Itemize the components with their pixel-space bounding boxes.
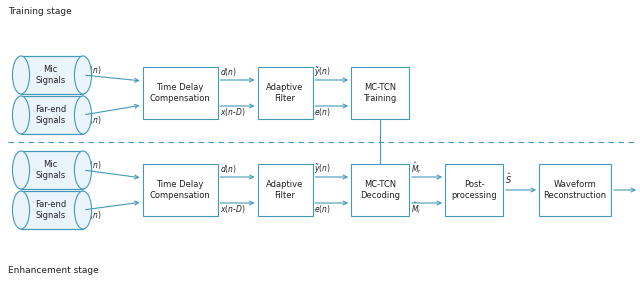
Text: $\tilde{y}(n)$: $\tilde{y}(n)$ bbox=[314, 65, 332, 79]
Text: Mic
Signals: Mic Signals bbox=[35, 160, 65, 180]
Ellipse shape bbox=[12, 191, 29, 229]
Text: $x(n)$: $x(n)$ bbox=[85, 209, 102, 221]
Text: Enhancement stage: Enhancement stage bbox=[8, 266, 99, 275]
Text: $d(n)$: $d(n)$ bbox=[85, 159, 102, 171]
Text: $d(n)$: $d(n)$ bbox=[220, 163, 237, 175]
Bar bbox=[21, 191, 83, 229]
Bar bbox=[539, 164, 611, 216]
Text: $\hat{S}$: $\hat{S}$ bbox=[505, 172, 512, 186]
Text: $x(n$-$D)$: $x(n$-$D)$ bbox=[220, 203, 245, 215]
Text: $x(n)$: $x(n)$ bbox=[85, 114, 102, 126]
Bar bbox=[143, 67, 218, 119]
Ellipse shape bbox=[12, 56, 29, 94]
Text: MC-TCN
Training: MC-TCN Training bbox=[364, 83, 397, 103]
Text: $x(n$-$D)$: $x(n$-$D)$ bbox=[220, 106, 245, 118]
Text: Far-end
Signals: Far-end Signals bbox=[35, 200, 66, 220]
Bar bbox=[143, 164, 218, 216]
Bar bbox=[445, 164, 503, 216]
Text: Mic
Signals: Mic Signals bbox=[35, 65, 65, 85]
Text: $\hat{M}_i$: $\hat{M}_i$ bbox=[411, 200, 421, 215]
Ellipse shape bbox=[74, 191, 92, 229]
Text: Post-
processing: Post- processing bbox=[451, 180, 497, 200]
Text: $e(n)$: $e(n)$ bbox=[314, 203, 332, 215]
Text: $d(n)$: $d(n)$ bbox=[220, 66, 237, 78]
Text: $\hat{M}_r$: $\hat{M}_r$ bbox=[411, 160, 422, 176]
Text: Time Delay
Compensation: Time Delay Compensation bbox=[150, 83, 211, 103]
Text: Far-end
Signals: Far-end Signals bbox=[35, 105, 66, 125]
Bar bbox=[257, 164, 312, 216]
Ellipse shape bbox=[74, 151, 92, 189]
Text: Training stage: Training stage bbox=[8, 7, 72, 16]
Ellipse shape bbox=[12, 56, 29, 94]
Text: Waveform
Reconstruction: Waveform Reconstruction bbox=[543, 180, 607, 200]
Ellipse shape bbox=[12, 191, 29, 229]
Text: $d(n)$: $d(n)$ bbox=[85, 64, 102, 76]
Bar bbox=[21, 56, 83, 94]
Bar bbox=[351, 164, 409, 216]
Ellipse shape bbox=[12, 96, 29, 134]
Ellipse shape bbox=[74, 56, 92, 94]
Ellipse shape bbox=[12, 151, 29, 189]
Text: Adaptive
Filter: Adaptive Filter bbox=[266, 83, 304, 103]
Bar bbox=[257, 67, 312, 119]
Ellipse shape bbox=[74, 96, 92, 134]
Ellipse shape bbox=[12, 96, 29, 134]
Text: Adaptive
Filter: Adaptive Filter bbox=[266, 180, 304, 200]
Bar bbox=[351, 67, 409, 119]
Text: Time Delay
Compensation: Time Delay Compensation bbox=[150, 180, 211, 200]
Text: $\tilde{y}(n)$: $\tilde{y}(n)$ bbox=[314, 162, 332, 176]
Bar bbox=[21, 96, 83, 134]
Text: MC-TCN
Decoding: MC-TCN Decoding bbox=[360, 180, 400, 200]
Text: $e(n)$: $e(n)$ bbox=[314, 106, 332, 118]
Bar bbox=[21, 151, 83, 189]
Ellipse shape bbox=[12, 151, 29, 189]
